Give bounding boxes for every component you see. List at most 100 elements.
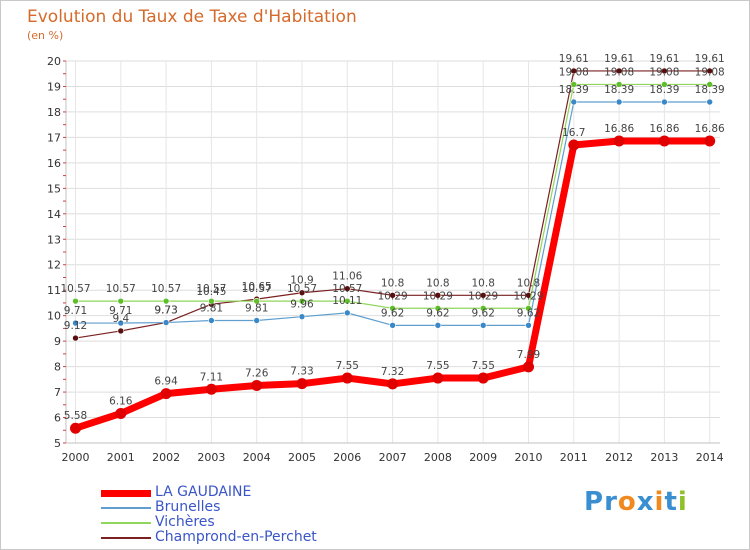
data-point (661, 67, 668, 75)
data-point (615, 98, 623, 106)
data-label: 10.29 (378, 290, 408, 302)
data-label: 19.08 (559, 66, 589, 78)
data-point (706, 81, 714, 88)
data-point (296, 378, 308, 390)
logo-letter: x (636, 487, 655, 517)
data-label: 10.8 (381, 277, 404, 289)
data-point (253, 297, 260, 305)
data-point (162, 297, 170, 305)
data-point (72, 334, 79, 342)
legend-swatch (101, 522, 151, 524)
x-tick-label: 2001 (107, 451, 135, 464)
x-tick-label: 2014 (696, 451, 724, 464)
data-point (205, 383, 217, 395)
data-label: 10.45 (196, 286, 226, 298)
data-label: 10.29 (423, 290, 453, 302)
data-label: 16.86 (695, 123, 725, 135)
data-label: 18.39 (604, 84, 634, 96)
data-label: 7.55 (426, 360, 449, 372)
x-tick-label: 2010 (515, 451, 543, 464)
legend-swatch (101, 489, 151, 497)
data-point (434, 291, 442, 299)
legend-label: Vichères (155, 514, 215, 530)
data-label: 19.08 (695, 66, 725, 78)
data-label: 7.99 (517, 349, 540, 361)
y-tick-label: 12 (47, 259, 61, 272)
data-label: 19.61 (649, 53, 679, 65)
y-tick-label: 8 (54, 361, 61, 374)
data-label: 9.12 (64, 320, 87, 332)
data-point (389, 291, 396, 299)
data-label: 9.81 (200, 303, 223, 315)
data-label: 18.39 (695, 84, 725, 96)
logo-letter: i (677, 487, 688, 517)
data-label: 10.8 (472, 277, 495, 289)
data-point (160, 388, 172, 400)
data-point (343, 309, 351, 317)
data-label: 19.61 (695, 53, 725, 65)
logo-letter: r (604, 487, 618, 517)
data-label: 16.86 (604, 123, 634, 135)
data-label: 10.57 (151, 283, 181, 295)
x-tick-label: 2006 (333, 451, 361, 464)
data-label: 7.55 (336, 360, 359, 372)
data-label: 9.4 (112, 313, 129, 325)
data-point (298, 313, 306, 320)
data-label: 16.86 (649, 123, 679, 135)
data-label: 10.65 (242, 281, 272, 293)
data-point (117, 327, 125, 335)
data-label: 7.32 (381, 366, 404, 378)
data-point (389, 322, 396, 329)
x-tick-label: 2000 (62, 451, 90, 464)
legend-label: Brunelles (155, 499, 221, 515)
y-tick-label: 9 (54, 335, 61, 348)
data-label: 9.73 (154, 305, 177, 317)
data-point (115, 407, 127, 419)
y-tick-label: 16 (47, 157, 61, 170)
data-point (117, 297, 125, 305)
data-point (477, 372, 489, 384)
data-label: 10.9 (290, 275, 313, 287)
data-point (251, 379, 263, 391)
x-tick-label: 2009 (469, 451, 497, 464)
y-tick-label: 7 (54, 386, 61, 399)
data-point (298, 289, 306, 297)
data-label: 10.57 (106, 283, 136, 295)
data-label: 19.08 (604, 66, 634, 78)
data-label: 10.8 (426, 277, 449, 289)
data-point (568, 139, 580, 151)
proxiti-logo: Proxiti (584, 487, 688, 517)
legend-swatch (101, 537, 151, 539)
data-label: 10.57 (60, 283, 90, 295)
data-point (479, 291, 487, 299)
data-label: 9.71 (64, 305, 87, 317)
data-label: 7.33 (290, 366, 313, 378)
x-tick-label: 2008 (424, 451, 452, 464)
legend-swatch (101, 507, 151, 509)
data-label: 6.16 (109, 395, 133, 407)
x-tick-label: 2013 (650, 451, 678, 464)
y-tick-label: 20 (47, 55, 61, 68)
data-label: 7.26 (245, 367, 269, 379)
y-tick-label: 5 (54, 437, 61, 450)
data-point (389, 304, 396, 312)
data-label: 7.55 (472, 360, 495, 372)
data-point (704, 135, 716, 147)
legend-label: LA GAUDAINE (155, 484, 252, 500)
data-label: 9.96 (290, 299, 314, 311)
data-point (570, 67, 578, 75)
data-point (615, 81, 623, 88)
y-tick-label: 10 (47, 310, 61, 323)
y-tick-label: 17 (47, 131, 61, 144)
x-tick-label: 2002 (152, 451, 180, 464)
data-label: 11.06 (332, 271, 362, 283)
data-label: 9.62 (472, 307, 495, 319)
data-point (434, 304, 442, 312)
data-label: 7.11 (200, 371, 223, 383)
data-point (387, 378, 399, 390)
data-point (658, 135, 670, 147)
data-label: 10.29 (468, 290, 498, 302)
data-label: 9.62 (426, 307, 449, 319)
